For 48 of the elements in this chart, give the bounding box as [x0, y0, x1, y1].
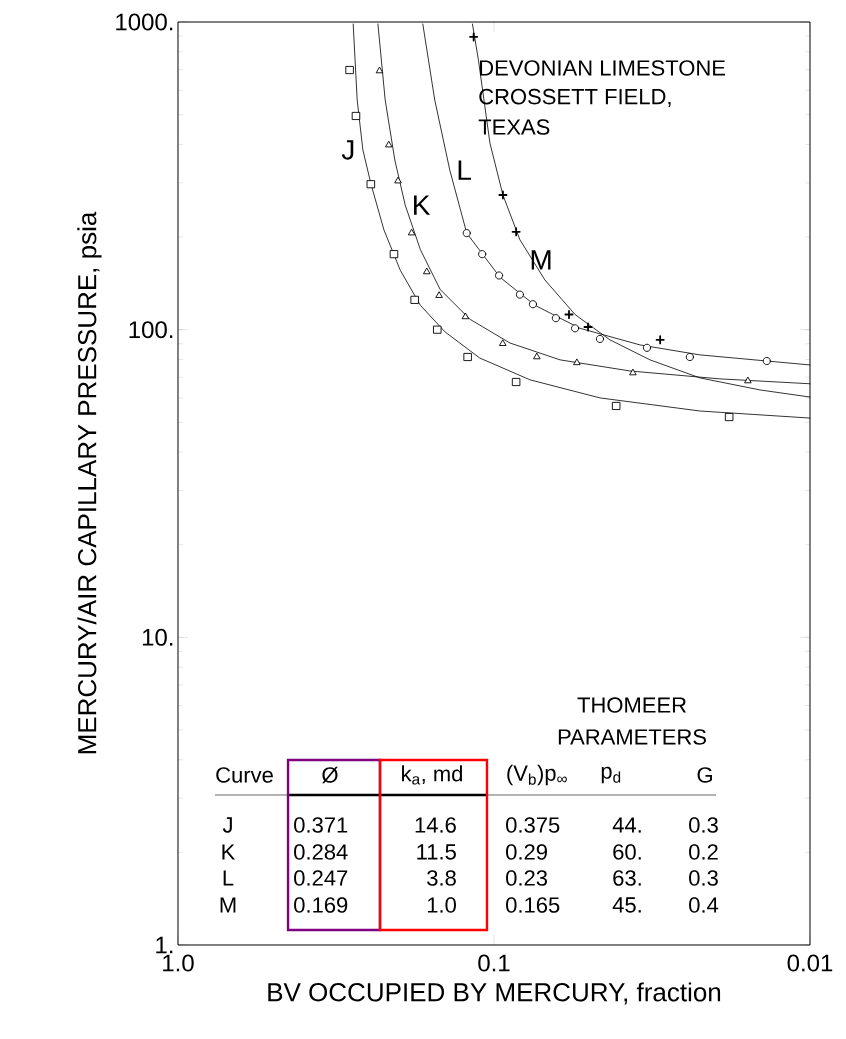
- x-tick-label: 1.0: [163, 954, 194, 972]
- y-tick-label: 10.: [142, 628, 173, 646]
- annotation: Curve: [216, 767, 273, 783]
- annotation: 0.29: [506, 844, 547, 860]
- annotation: 44.: [612, 817, 641, 833]
- annotation: 0.375: [506, 817, 560, 833]
- y-tick-label: 1000.: [116, 13, 173, 31]
- annotation: K: [222, 844, 236, 860]
- annotation: M: [220, 897, 236, 913]
- annotation: 0.3: [689, 817, 718, 833]
- y-axis-title: MERCURY/AIR CAPILLARY PRESSURE, psia: [77, 211, 102, 754]
- x-tick-label: 0.01: [787, 954, 833, 972]
- annotation: J: [222, 817, 232, 833]
- annotation: THOMEER: [577, 697, 687, 713]
- annotation: 0.23: [506, 870, 548, 886]
- annotation: 45.: [612, 897, 641, 913]
- series-label: L: [458, 160, 471, 180]
- series-label: K: [414, 195, 431, 215]
- annotation: 63.: [613, 870, 641, 886]
- annotation: 0.284: [294, 844, 348, 860]
- series-label: M: [531, 250, 551, 270]
- x-tick-label: 0.1: [478, 954, 510, 972]
- annotation: 0.247: [294, 870, 348, 886]
- annotation: 3.8: [427, 870, 456, 886]
- annotation: Ø: [322, 766, 338, 784]
- annotation: 0.165: [506, 897, 560, 913]
- annotation: DEVONIAN LIMESTONE: [480, 60, 726, 76]
- annotation: CROSSETT FIELD,: [479, 88, 671, 108]
- y-tick-label: 100.: [129, 321, 173, 339]
- x-axis-title: BV OCCUPIED BY MERCURY, fraction: [268, 982, 721, 1005]
- annotation: 0.3: [689, 870, 718, 886]
- annotation: 1.0: [427, 897, 456, 913]
- annotation: 0.169: [294, 897, 348, 913]
- annotation: TEXAS: [478, 119, 550, 135]
- annotation: 60.: [613, 844, 641, 860]
- annotation: p$_{d}$: [601, 766, 621, 784]
- annotation: 14.6: [415, 817, 456, 833]
- annotation: 0.2: [689, 844, 718, 860]
- annotation: 11.5: [417, 844, 456, 860]
- annotation: (V$_{b}$)p$_{∞}$: [507, 764, 567, 786]
- y-tick-label: 1.: [156, 936, 173, 954]
- annotation: 0.4: [689, 897, 719, 913]
- annotation: 0.371: [294, 817, 348, 833]
- annotation: PARAMETERS: [558, 729, 706, 745]
- series-label: J: [341, 140, 354, 160]
- annotation: L: [223, 870, 234, 886]
- annotation: k$_{a}$, md: [402, 765, 462, 785]
- annotation: G: [697, 767, 712, 783]
